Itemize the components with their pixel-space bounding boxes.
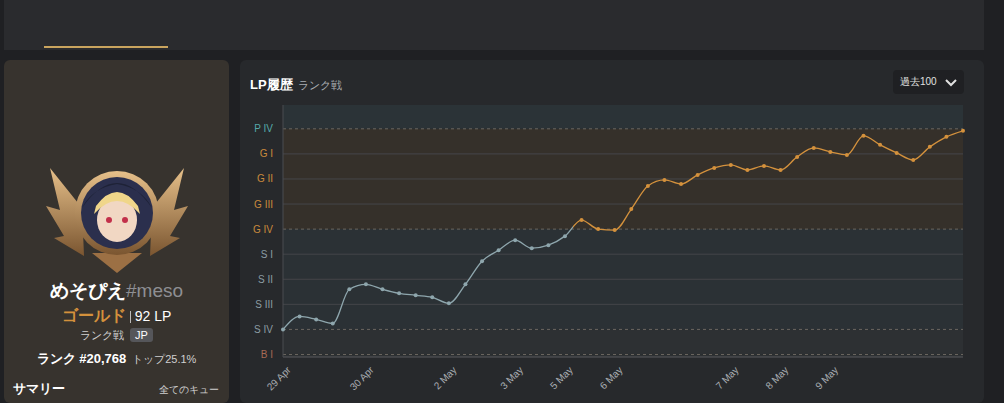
svg-text:3 May: 3 May [498, 364, 525, 391]
svg-text:2 May: 2 May [432, 364, 459, 391]
svg-text:G III: G III [254, 199, 273, 210]
html-text:JP: JP [135, 329, 148, 341]
svg-text:29 Apr: 29 Apr [265, 364, 294, 393]
html-text:過去100: 過去100 [900, 76, 937, 87]
html-text:サマリー: サマリー [13, 381, 65, 396]
html-text:めそぴえ#meso: めそぴえ#meso [50, 280, 183, 301]
html-text:全てのキュー: 全てのキュー [159, 384, 219, 395]
svg-text:6 May: 6 May [598, 364, 625, 391]
svg-text:S IV: S IV [254, 324, 273, 335]
svg-text:30 Apr: 30 Apr [348, 364, 377, 393]
svg-text:G IV: G IV [253, 224, 273, 235]
html-text:LP履歴 ランク戦: LP履歴 ランク戦 [250, 77, 342, 92]
html-text:ゴールド: ゴールド [61, 307, 126, 324]
svg-text:S II: S II [258, 274, 273, 285]
svg-text:B I: B I [261, 349, 273, 360]
svg-text:P IV: P IV [254, 123, 273, 134]
svg-text:S III: S III [255, 299, 273, 310]
svg-text:G I: G I [260, 148, 273, 159]
svg-text:G II: G II [257, 173, 273, 184]
svg-text:9 May: 9 May [813, 364, 840, 391]
html-text:ランク戦: ランク戦 [80, 329, 125, 341]
svg-text:5 May: 5 May [548, 364, 575, 391]
svg-text:8 May: 8 May [763, 364, 790, 391]
html-text:92 LP: 92 LP [134, 308, 172, 324]
html-text:ランク #20,768 トップ25.1%: ランク #20,768 トップ25.1% [36, 351, 197, 366]
svg-text:7 May: 7 May [714, 364, 741, 391]
svg-text:S I: S I [261, 249, 273, 260]
